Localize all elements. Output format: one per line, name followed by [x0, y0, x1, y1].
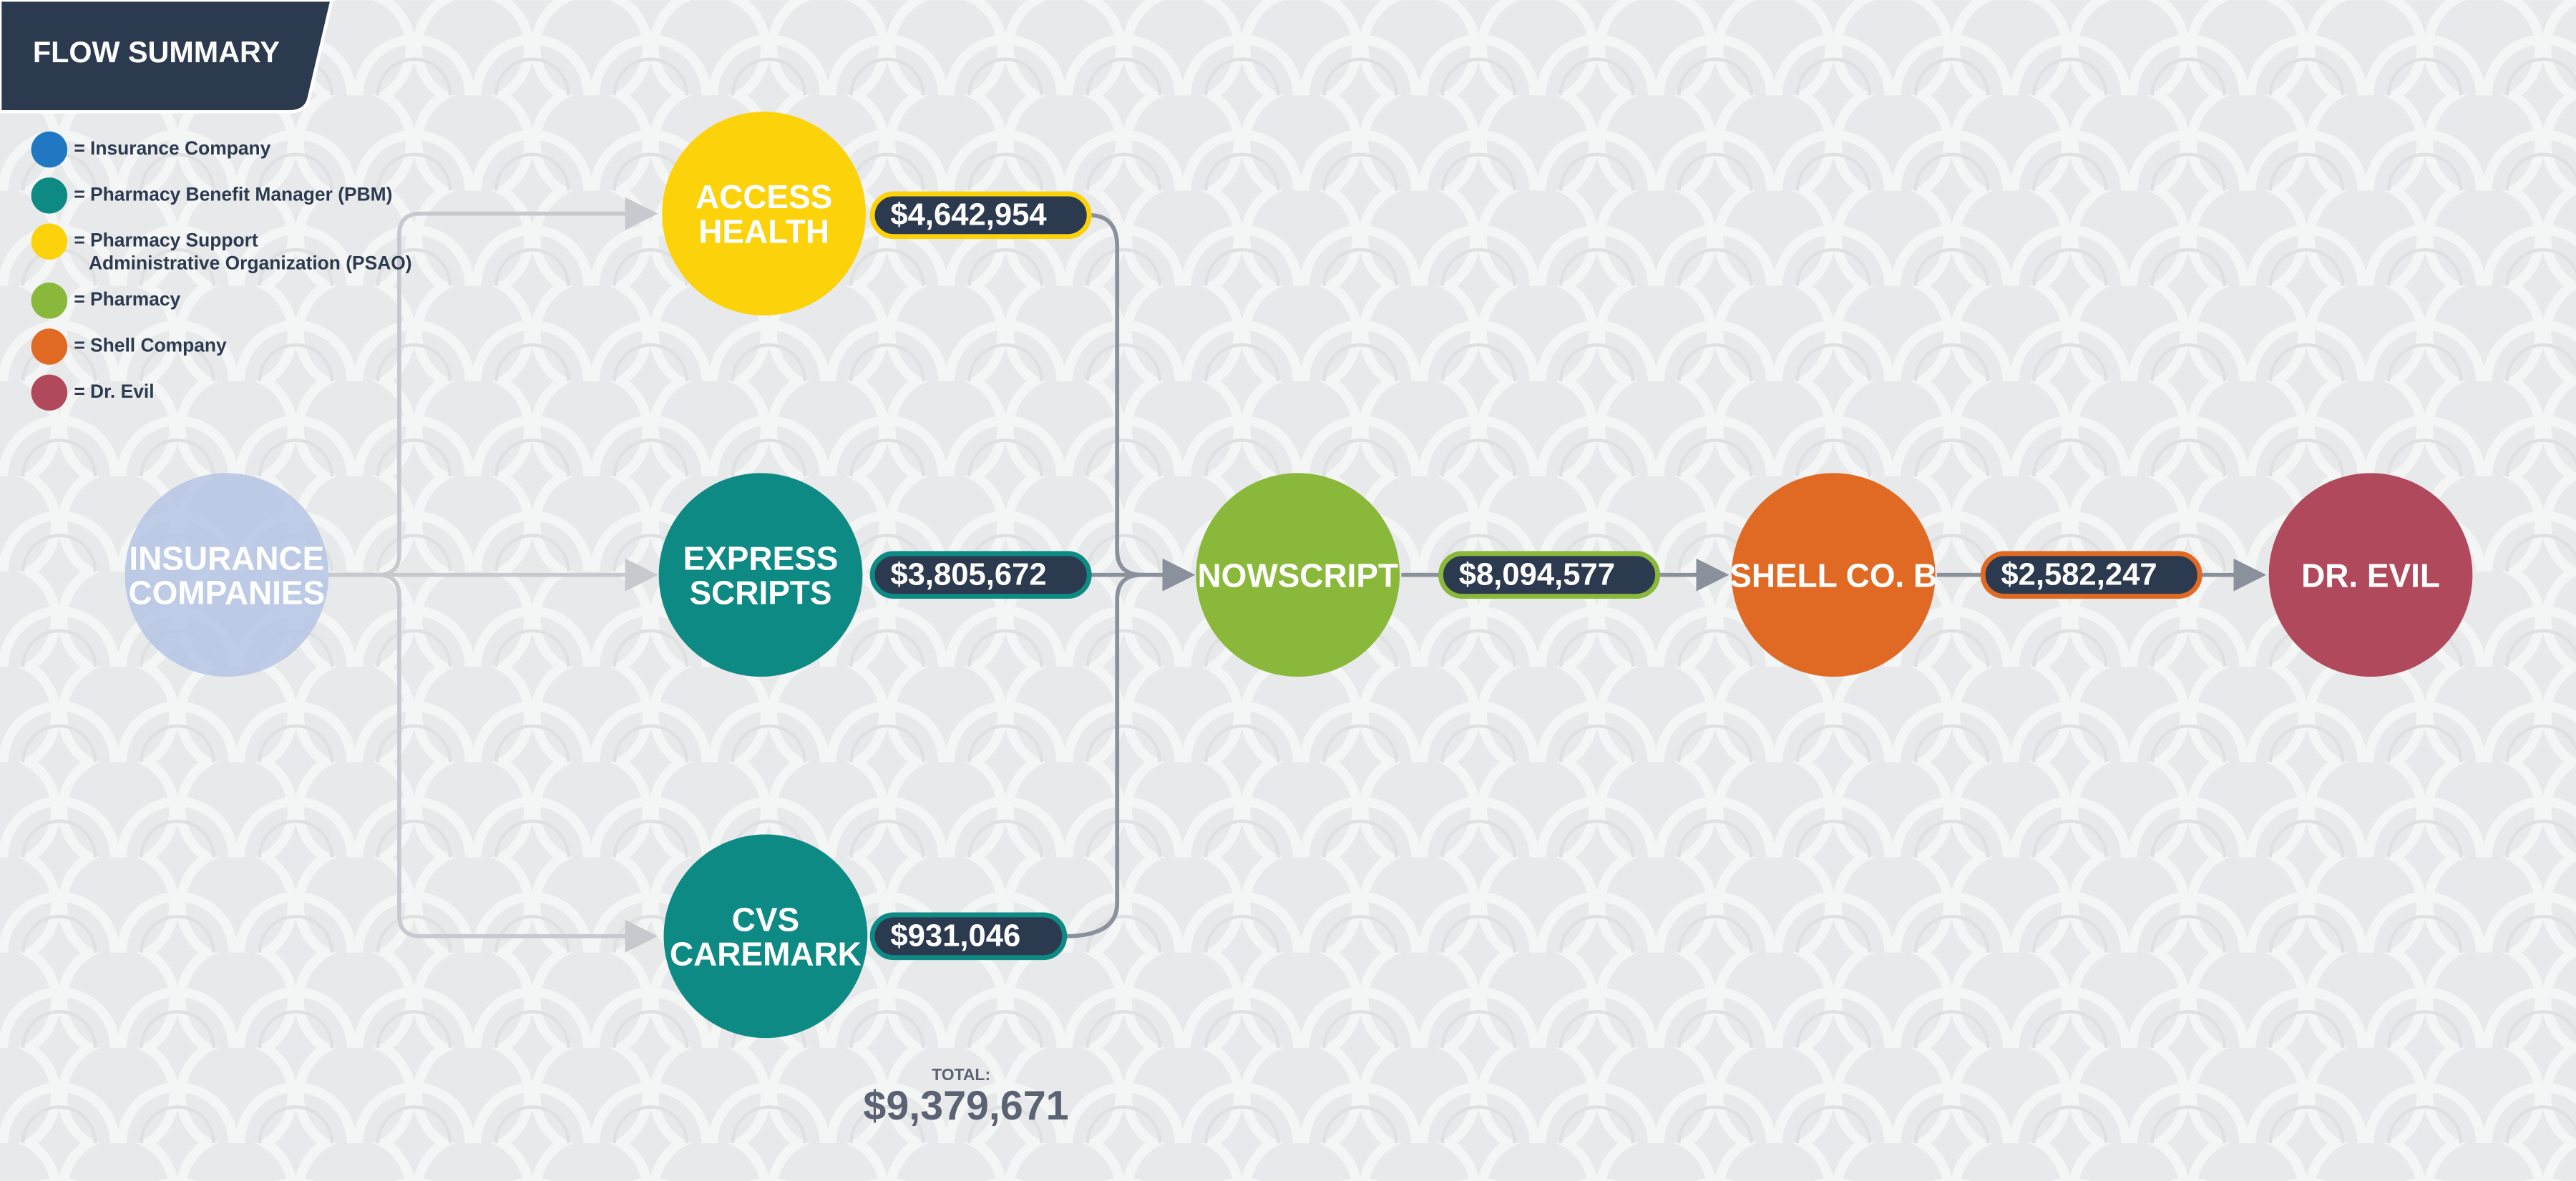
node-label: DR. EVIL: [2301, 557, 2440, 594]
amount-label: $8,094,577: [1459, 558, 1615, 592]
node: [658, 473, 863, 677]
input-connectors: [328, 197, 658, 953]
node-label: EXPRESS: [683, 539, 839, 577]
total-amount: $9,379,671: [863, 1083, 1068, 1129]
node: [125, 473, 329, 677]
node-label: CAREMARK: [670, 936, 862, 973]
legend-swatch: [31, 223, 68, 260]
node-label: COMPANIES: [129, 574, 326, 612]
legend-label: = Dr. Evil: [74, 381, 154, 402]
node: [1196, 473, 1400, 677]
node: [662, 112, 866, 315]
amount-pill: [1438, 551, 1661, 599]
node-label: NOWSCRIPT: [1198, 557, 1399, 594]
node-label: CVS: [732, 901, 799, 938]
amount-label: $4,642,954: [890, 198, 1047, 232]
node-label: HEALTH: [698, 212, 829, 250]
node-label: SCRIPTS: [690, 574, 832, 612]
node: [2268, 473, 2473, 677]
legend-swatch: [31, 283, 68, 319]
legend-label: = Pharmacy: [74, 288, 180, 310]
legend-label: = Pharmacy Benefit Manager (PBM): [74, 183, 392, 205]
flow-connectors: [1064, 213, 2263, 939]
amount-label: $2,582,247: [2001, 558, 2157, 592]
legend-swatch: [31, 177, 68, 214]
amount-pill: [1980, 551, 2202, 599]
legend-swatch: [31, 374, 68, 411]
amount-pill: [869, 551, 1092, 599]
node-label: INSURANCE: [129, 539, 324, 577]
header-banner: [0, 0, 334, 114]
legend-label: = Shell Company: [74, 335, 227, 356]
total-label: TOTAL:: [932, 1065, 990, 1084]
legend-swatch: [31, 328, 68, 365]
amount-label: $3,805,672: [890, 558, 1046, 592]
amount-pill: [869, 191, 1092, 240]
legend-label: Administrative Organization (PSAO): [89, 253, 412, 274]
amount-pill: [869, 912, 1068, 961]
node: [663, 834, 868, 1039]
legend-label: = Insurance Company: [74, 137, 270, 159]
legend-swatch: [31, 131, 68, 168]
header-title: FLOW SUMMARY: [33, 36, 280, 69]
legend-label: = Pharmacy Support: [74, 230, 258, 251]
node: [1731, 473, 1936, 677]
node-label: SHELL CO. B: [1729, 557, 1937, 594]
amount-label: $931,046: [890, 919, 1020, 954]
node-label: ACCESS: [696, 178, 832, 215]
